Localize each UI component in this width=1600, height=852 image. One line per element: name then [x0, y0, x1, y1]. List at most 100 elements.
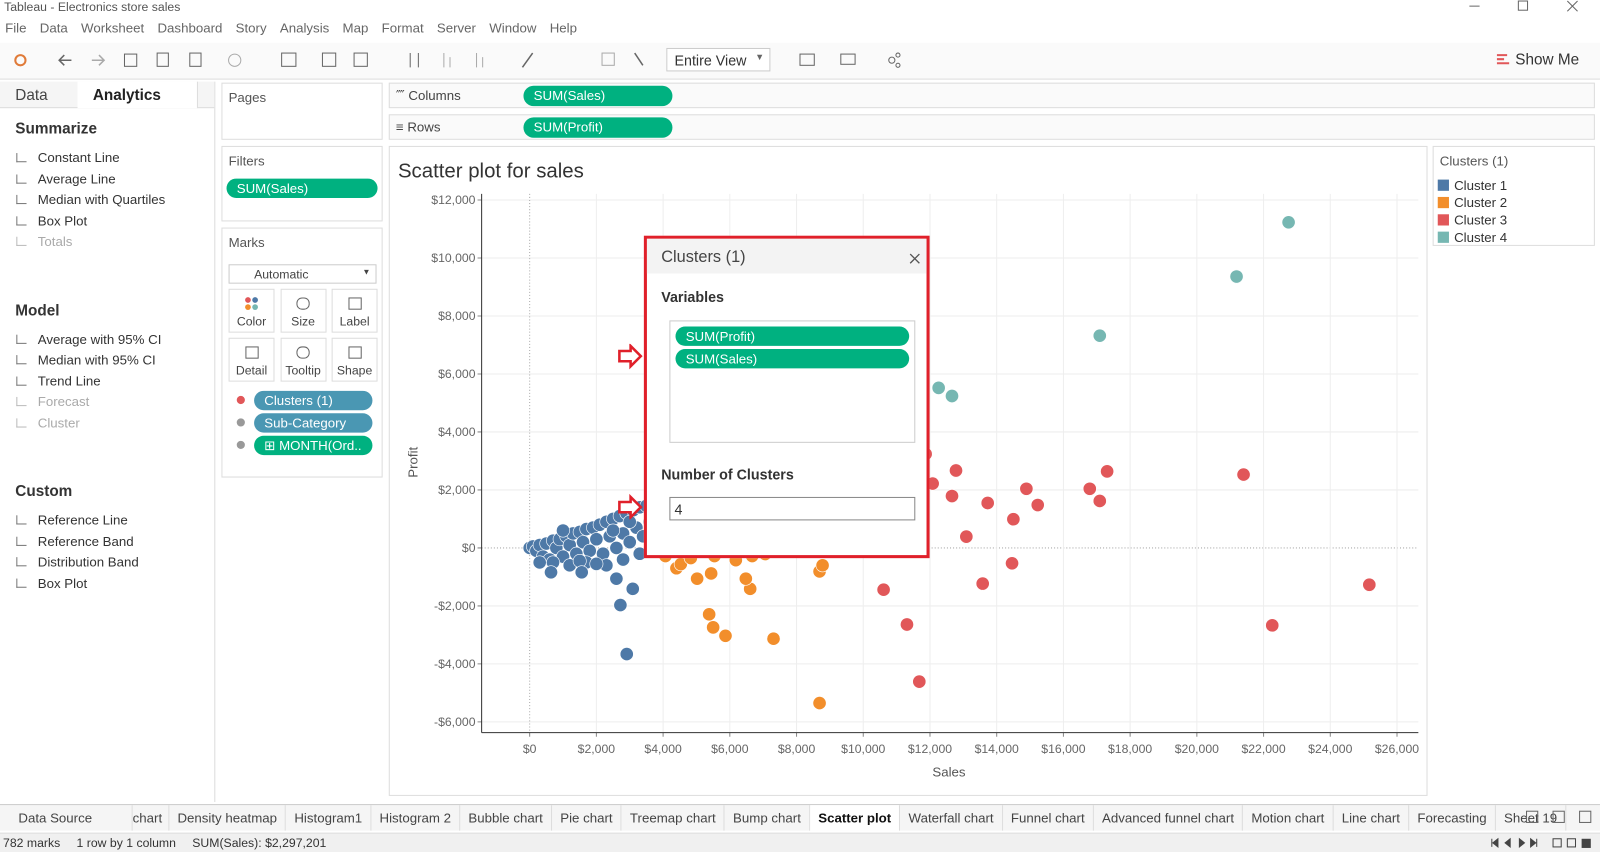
- filters-card: Filters SUM(Sales): [221, 145, 383, 222]
- rows-shelf: ≡ Rows SUM(Profit): [388, 114, 1595, 140]
- view-dropdown[interactable]: Entire View ▼: [666, 47, 771, 72]
- menu-item[interactable]: Window: [489, 20, 537, 36]
- sheet-tab[interactable]: Density heatmap: [169, 805, 287, 831]
- number-input[interactable]: 4: [669, 496, 916, 521]
- new-sheet-icons[interactable]: [1520, 808, 1598, 826]
- sheet-tab[interactable]: Treemap chart: [622, 805, 725, 831]
- menu-item[interactable]: Server: [436, 20, 476, 36]
- analytics-item[interactable]: Average Line: [16, 170, 116, 187]
- sheet-tab[interactable]: Pie chart: [552, 805, 622, 831]
- analytics-item[interactable]: Box Plot: [16, 575, 87, 590]
- toolbar-icons-right[interactable]: [796, 43, 908, 80]
- analytics-item[interactable]: Median with 95% CI: [16, 352, 156, 367]
- x-tick-label: $16,000: [1041, 742, 1085, 756]
- sheet-tab[interactable]: Waterfall chart: [900, 805, 1003, 831]
- section-title: Model: [15, 301, 60, 319]
- mark-button[interactable]: Tooltip: [280, 337, 327, 382]
- menu-item[interactable]: Format: [381, 20, 424, 36]
- analytics-item[interactable]: Reference Band: [16, 533, 134, 548]
- sheet-tab[interactable]: Scatter plot: [810, 805, 901, 831]
- legend-entry[interactable]: Cluster 2: [1437, 194, 1508, 211]
- filter-pill[interactable]: SUM(Sales): [226, 178, 378, 198]
- menu-item[interactable]: Story: [235, 20, 267, 36]
- status-controls[interactable]: [1486, 836, 1598, 850]
- data-point: [945, 389, 959, 403]
- sheet-tab[interactable]: chart: [133, 805, 170, 831]
- y-tick-label: -$4,000: [434, 657, 476, 671]
- window-controls[interactable]: [1459, 0, 1592, 14]
- show-me-button[interactable]: Show Me: [1515, 51, 1580, 69]
- variable-pill[interactable]: SUM(Sales): [675, 348, 910, 369]
- item-label: Box Plot: [37, 574, 88, 591]
- menu-item[interactable]: Map: [342, 20, 369, 36]
- analytics-item[interactable]: Reference Line: [16, 512, 128, 528]
- analytics-item[interactable]: Median with Quartiles: [16, 192, 165, 207]
- legend-entry[interactable]: Cluster 4: [1437, 230, 1507, 245]
- legend-title: Clusters (1): [1439, 153, 1509, 169]
- icon-shape: [296, 297, 310, 310]
- analytics-item[interactable]: Box Plot: [16, 213, 87, 228]
- rows-pill[interactable]: SUM(Profit): [523, 117, 673, 138]
- y-tick-label: -$6,000: [434, 715, 476, 729]
- legend-entry[interactable]: Cluster 3: [1437, 212, 1507, 228]
- menu-item[interactable]: Help: [549, 20, 578, 36]
- mark-button[interactable]: Color: [228, 288, 275, 333]
- legend-card: Clusters (1) Cluster 1 Cluster 2 Cluster 3…: [1432, 145, 1595, 246]
- item-icon: [16, 173, 27, 184]
- sheet-tab[interactable]: Line chart: [1334, 805, 1410, 831]
- mark-type: Automatic: [254, 267, 309, 282]
- item-icon: [16, 194, 27, 205]
- data-point: [690, 571, 705, 586]
- side-tabs: Data Analytics: [0, 81, 215, 109]
- legend-entry[interactable]: Cluster 1: [1437, 178, 1507, 193]
- sheet-tab[interactable]: Bubble chart: [460, 805, 553, 831]
- menu-item[interactable]: File: [5, 20, 27, 36]
- menu-item[interactable]: Analysis: [279, 20, 330, 36]
- item-label: Average Line: [37, 170, 116, 187]
- variable-pill[interactable]: SUM(Profit): [675, 326, 910, 346]
- section-title: Custom: [15, 482, 73, 500]
- analytics-item[interactable]: Average with 95% CI: [16, 331, 161, 346]
- marks-pill[interactable]: Sub-Category: [254, 413, 373, 433]
- item-icon: [16, 215, 27, 225]
- menu-item[interactable]: Dashboard: [157, 20, 223, 36]
- menu-item[interactable]: Worksheet: [81, 20, 145, 36]
- sheet-tab[interactable]: Motion chart: [1243, 805, 1334, 831]
- menu-item[interactable]: Data: [39, 20, 68, 36]
- icon-shape: [296, 346, 310, 359]
- side-tab[interactable]: Data: [15, 86, 48, 105]
- sheet-tab[interactable]: Bump chart: [725, 805, 811, 831]
- mark-button-label: Shape: [336, 363, 373, 378]
- mark-button[interactable]: Label: [331, 288, 378, 333]
- pill-icon: [236, 418, 245, 427]
- analytics-item[interactable]: Distribution Band: [16, 554, 139, 569]
- sheet-tab[interactable]: Sheet 19: [1496, 805, 1567, 831]
- analytics-item[interactable]: Constant Line: [16, 150, 120, 165]
- x-tick-label: $12,000: [908, 742, 952, 756]
- mark-button[interactable]: Size: [280, 288, 327, 333]
- mark-type-dropdown[interactable]: Automatic ▼: [228, 264, 377, 284]
- item-icon: [16, 515, 27, 525]
- legend-label: Cluster 2: [1454, 194, 1508, 211]
- side-tab[interactable]: Analytics: [77, 81, 198, 109]
- sheet-tab[interactable]: Data Source: [0, 805, 133, 831]
- marks-pill[interactable]: Clusters (1): [254, 390, 373, 411]
- mark-button[interactable]: Shape: [331, 337, 378, 382]
- analytics-item[interactable]: Trend Line: [16, 373, 101, 388]
- dialog-close[interactable]: [909, 253, 921, 265]
- sheet-tab[interactable]: Histogram 2: [371, 805, 461, 831]
- data-point: [1092, 328, 1107, 343]
- sheet-tab[interactable]: Forecasting: [1409, 805, 1496, 831]
- marks-pill[interactable]: ⊞ MONTH(Ord..: [254, 435, 373, 456]
- x-tick-label: $26,000: [1375, 742, 1419, 756]
- columns-pill[interactable]: SUM(Sales): [523, 85, 673, 107]
- legend-swatch: [1437, 196, 1449, 209]
- sheet-tab[interactable]: Funnel chart: [1003, 805, 1094, 831]
- window-title: Tableau - Electronics store sales: [4, 0, 181, 15]
- sheet-tab[interactable]: Advanced funnel chart: [1094, 805, 1244, 831]
- data-point: [876, 582, 891, 597]
- toolbar-icons[interactable]: [0, 43, 653, 80]
- icon-shape: [244, 346, 259, 359]
- sheet-tab[interactable]: Histogram1: [286, 805, 372, 831]
- mark-button[interactable]: Detail: [228, 337, 275, 382]
